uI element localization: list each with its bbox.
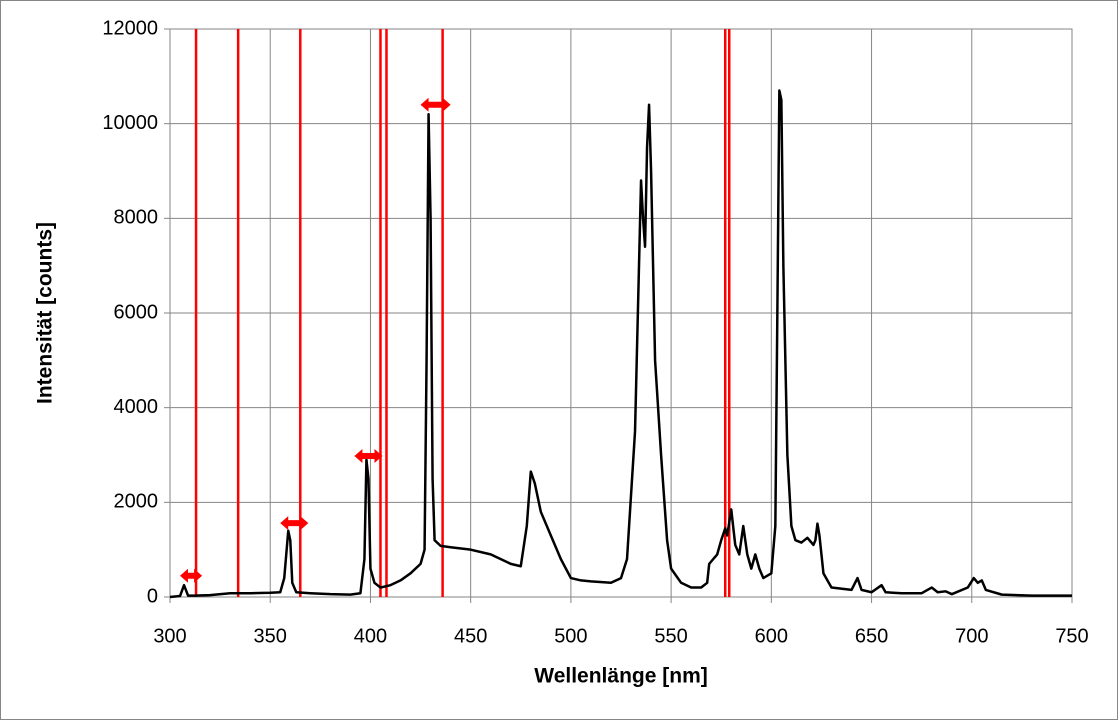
x-tick-label: 500: [554, 625, 587, 647]
y-tick-label: 6000: [114, 301, 159, 323]
y-tick-label: 2000: [114, 491, 159, 513]
y-tick-label: 10000: [102, 112, 158, 134]
double-arrow: [280, 516, 309, 531]
x-tick-label: 600: [755, 625, 788, 647]
x-tick-label: 400: [354, 625, 387, 647]
x-axis-title: Wellenlänge [nm]: [534, 665, 707, 688]
double-arrow: [420, 97, 451, 112]
x-tick-label: 700: [955, 625, 988, 647]
y-tick-label: 4000: [114, 396, 159, 418]
x-tick-label: 650: [855, 625, 888, 647]
double-arrow: [180, 568, 203, 583]
y-tick-label: 12000: [102, 17, 158, 39]
x-tick-label: 550: [654, 625, 687, 647]
double-arrow: [354, 448, 383, 463]
y-tick-label: 0: [147, 585, 158, 607]
y-axis-title: Intensität [counts]: [34, 222, 57, 404]
x-tick-label: 350: [254, 625, 287, 647]
x-tick-label: 450: [454, 625, 487, 647]
x-tick-label: 750: [1055, 625, 1088, 647]
spectrum-line: [169, 89, 1072, 599]
x-tick-label: 300: [153, 625, 186, 647]
plot-frame: [169, 28, 1073, 598]
y-tick-label: 8000: [114, 207, 159, 229]
